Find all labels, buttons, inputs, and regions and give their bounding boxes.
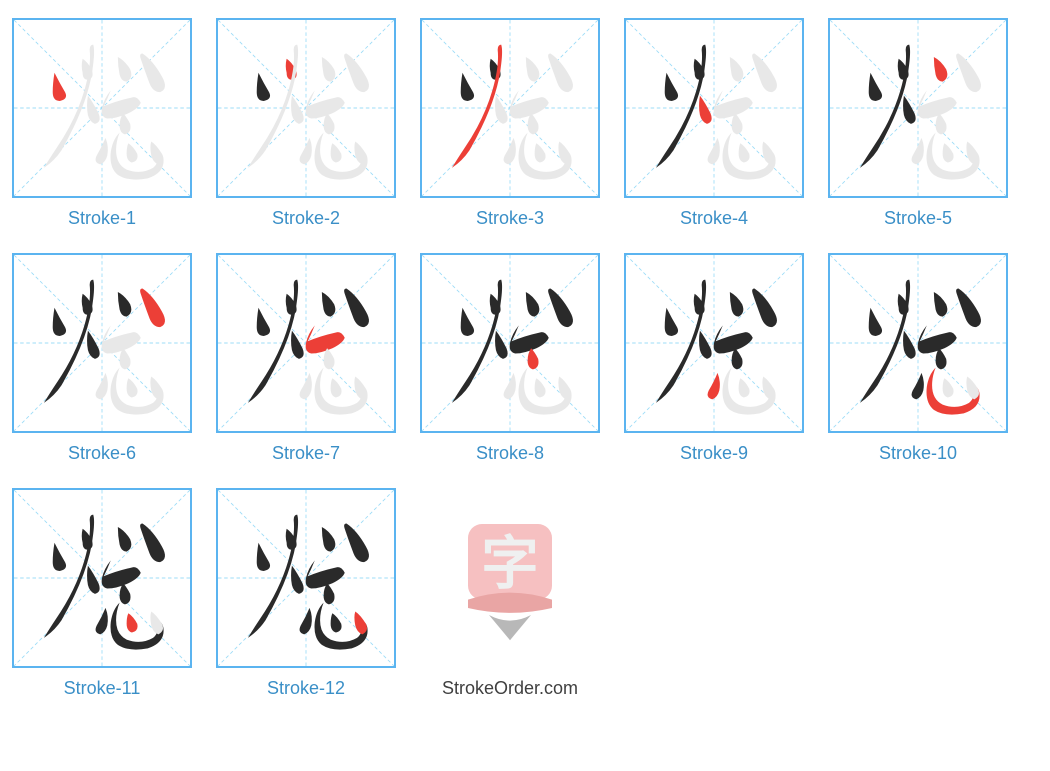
stroke-caption: Stroke-7 [272,443,340,464]
stroke-caption: Stroke-11 [64,678,141,699]
stroke-order-grid: Stroke-1 Stroke-2 Stroke-3 [12,18,1038,699]
stroke-caption: Stroke-9 [680,443,748,464]
site-logo: 字 [420,488,600,668]
stroke-caption: Stroke-2 [272,208,340,229]
stroke-caption: Stroke-12 [267,678,345,699]
stroke-tile-10 [828,253,1008,433]
stroke-tile-2 [216,18,396,198]
stroke-tile-8 [420,253,600,433]
stroke-cell: Stroke-1 [12,18,192,229]
stroke-tile-5 [828,18,1008,198]
stroke-cell: Stroke-8 [420,253,600,464]
svg-text:字: 字 [481,532,538,596]
stroke-cell: Stroke-6 [12,253,192,464]
stroke-tile-7 [216,253,396,433]
stroke-caption: Stroke-4 [680,208,748,229]
stroke-tile-11 [12,488,192,668]
logo-cell: 字 StrokeOrder.com [420,488,600,699]
stroke-tile-6 [12,253,192,433]
stroke-caption: Stroke-3 [476,208,544,229]
stroke-cell: Stroke-3 [420,18,600,229]
stroke-cell: Stroke-7 [216,253,396,464]
stroke-cell: Stroke-11 [12,488,192,699]
stroke-tile-3 [420,18,600,198]
stroke-cell: Stroke-10 [828,253,1008,464]
stroke-caption: Stroke-5 [884,208,952,229]
stroke-cell: Stroke-9 [624,253,804,464]
stroke-tile-12 [216,488,396,668]
stroke-tile-1 [12,18,192,198]
stroke-caption: Stroke-1 [68,208,136,229]
stroke-caption: Stroke-10 [879,443,957,464]
stroke-caption: Stroke-8 [476,443,544,464]
stroke-cell: Stroke-2 [216,18,396,229]
stroke-tile-4 [624,18,804,198]
stroke-caption: Stroke-6 [68,443,136,464]
site-name: StrokeOrder.com [442,678,578,699]
stroke-cell: Stroke-12 [216,488,396,699]
stroke-cell: Stroke-5 [828,18,1008,229]
stroke-tile-9 [624,253,804,433]
stroke-cell: Stroke-4 [624,18,804,229]
